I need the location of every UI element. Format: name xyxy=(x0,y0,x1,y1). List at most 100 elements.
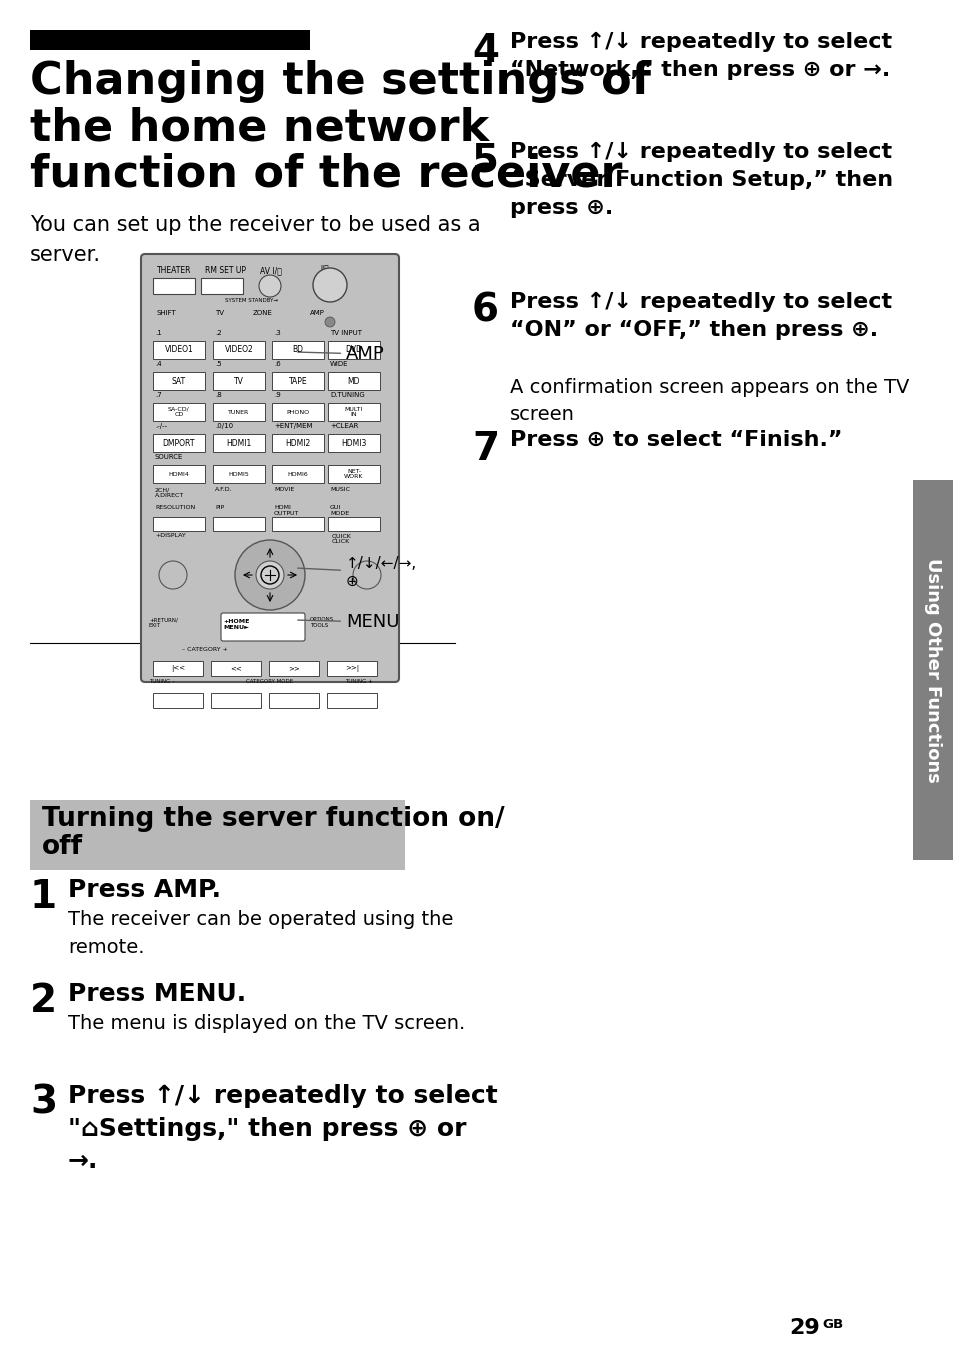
Text: DVD: DVD xyxy=(345,346,362,354)
Text: SAT: SAT xyxy=(172,376,186,385)
Text: I/⌛: I/⌛ xyxy=(319,264,328,270)
Bar xyxy=(201,279,243,293)
Text: .0/10: .0/10 xyxy=(214,423,233,429)
Text: >>: >> xyxy=(288,665,299,672)
Bar xyxy=(213,341,265,360)
Text: A confirmation screen appears on the TV
screen: A confirmation screen appears on the TV … xyxy=(510,379,908,423)
Text: .5: .5 xyxy=(214,361,221,366)
Circle shape xyxy=(255,561,284,589)
Text: Press ⊕ to select “Finish.”: Press ⊕ to select “Finish.” xyxy=(510,430,841,450)
Bar xyxy=(272,372,324,389)
FancyBboxPatch shape xyxy=(141,254,398,681)
Text: +ENT/MEM: +ENT/MEM xyxy=(274,423,313,429)
Text: Press ↑/↓ repeatedly to select
“ON” or “OFF,” then press ⊕.: Press ↑/↓ repeatedly to select “ON” or “… xyxy=(510,292,891,341)
Bar xyxy=(30,800,405,869)
Bar xyxy=(272,465,324,483)
Text: Press AMP.: Press AMP. xyxy=(68,877,221,902)
Bar xyxy=(272,403,324,420)
Text: The menu is displayed on the TV screen.: The menu is displayed on the TV screen. xyxy=(68,1014,465,1033)
Text: You can set up the receiver to be used as a
server.: You can set up the receiver to be used a… xyxy=(30,215,480,265)
Circle shape xyxy=(159,561,187,589)
Bar xyxy=(328,516,379,531)
Text: SYSTEM STANDBY→: SYSTEM STANDBY→ xyxy=(225,297,277,303)
Text: +CLEAR: +CLEAR xyxy=(330,423,358,429)
Text: 1: 1 xyxy=(30,877,57,917)
Text: .2: .2 xyxy=(214,330,221,337)
Text: GB: GB xyxy=(821,1318,842,1330)
Text: function of the receiver: function of the receiver xyxy=(30,153,622,196)
Text: Turning the server function on/: Turning the server function on/ xyxy=(42,806,504,831)
Text: TUNING +: TUNING + xyxy=(345,679,373,684)
Bar xyxy=(272,341,324,360)
Bar xyxy=(213,403,265,420)
Bar xyxy=(328,434,379,452)
Bar xyxy=(152,403,205,420)
Text: Press ↑/↓ repeatedly to select
"⌂Settings," then press ⊕ or
→.: Press ↑/↓ repeatedly to select "⌂Setting… xyxy=(68,1084,497,1174)
Bar xyxy=(213,465,265,483)
Bar xyxy=(327,661,376,676)
Text: SA-CD/
CD: SA-CD/ CD xyxy=(168,407,190,418)
Bar xyxy=(328,341,379,360)
Text: TUNER: TUNER xyxy=(228,410,250,415)
Text: |<<: |<< xyxy=(171,665,185,672)
Text: MENU: MENU xyxy=(297,612,399,631)
Text: MD: MD xyxy=(348,376,360,385)
Text: .6: .6 xyxy=(274,361,280,366)
Text: RM SET UP: RM SET UP xyxy=(205,266,246,274)
Text: the home network: the home network xyxy=(30,107,489,150)
Text: 6: 6 xyxy=(472,292,498,330)
Text: OPTIONS
TOOLS: OPTIONS TOOLS xyxy=(310,617,334,627)
Circle shape xyxy=(313,268,347,301)
Text: HDMI3: HDMI3 xyxy=(341,438,366,448)
Bar xyxy=(213,516,265,531)
Bar xyxy=(327,694,376,708)
Text: .3: .3 xyxy=(274,330,280,337)
Text: TV: TV xyxy=(214,310,224,316)
Text: +DISPLAY: +DISPLAY xyxy=(154,533,186,538)
Text: Using Other Functions: Using Other Functions xyxy=(923,557,941,783)
Text: HDMI
OUTPUT: HDMI OUTPUT xyxy=(274,506,299,516)
Text: ↑/↓/←/→,
⊕: ↑/↓/←/→, ⊕ xyxy=(297,556,416,588)
Text: Changing the settings of: Changing the settings of xyxy=(30,59,650,103)
Text: off: off xyxy=(42,834,83,860)
Text: VIDEO2: VIDEO2 xyxy=(224,346,253,354)
Bar xyxy=(30,30,310,50)
Text: HDMI6: HDMI6 xyxy=(287,472,308,476)
Text: >>|: >>| xyxy=(345,665,358,672)
Text: QUICK
CLICK: QUICK CLICK xyxy=(332,533,352,544)
Text: Press ↑/↓ repeatedly to select
“Server Function Setup,” then
press ⊕.: Press ↑/↓ repeatedly to select “Server F… xyxy=(510,142,892,218)
Bar xyxy=(152,516,205,531)
Bar xyxy=(269,694,318,708)
Text: D.TUNING: D.TUNING xyxy=(330,392,364,397)
Bar xyxy=(213,434,265,452)
Text: +RETURN/
EXIT: +RETURN/ EXIT xyxy=(149,617,177,627)
Text: SOURCE: SOURCE xyxy=(154,454,183,460)
Text: Press ↑/↓ repeatedly to select
“Network,” then press ⊕ or →.: Press ↑/↓ repeatedly to select “Network,… xyxy=(510,32,891,80)
Bar xyxy=(152,372,205,389)
Text: AMP: AMP xyxy=(310,310,325,316)
Bar xyxy=(152,694,203,708)
Bar xyxy=(211,661,261,676)
Text: SHIFT: SHIFT xyxy=(157,310,176,316)
Text: DMPORT: DMPORT xyxy=(163,438,195,448)
Text: BD: BD xyxy=(293,346,303,354)
Text: .1: .1 xyxy=(154,330,162,337)
Text: HDMI5: HDMI5 xyxy=(229,472,249,476)
Text: 2: 2 xyxy=(30,982,57,1019)
Text: 4: 4 xyxy=(472,32,498,70)
Text: TUNING –: TUNING – xyxy=(149,679,174,684)
Bar xyxy=(211,694,261,708)
Bar xyxy=(152,341,205,360)
Circle shape xyxy=(325,316,335,327)
Text: HDMI4: HDMI4 xyxy=(169,472,190,476)
Bar xyxy=(213,372,265,389)
Text: .4: .4 xyxy=(154,361,161,366)
Bar xyxy=(152,279,194,293)
Text: NET-
WORK: NET- WORK xyxy=(344,469,363,480)
Text: AV I/⌛: AV I/⌛ xyxy=(260,266,281,274)
Bar xyxy=(152,661,203,676)
Text: 7: 7 xyxy=(472,430,498,468)
Text: WIDE: WIDE xyxy=(330,361,348,366)
Text: Press MENU.: Press MENU. xyxy=(68,982,246,1006)
Text: .7: .7 xyxy=(154,392,162,397)
